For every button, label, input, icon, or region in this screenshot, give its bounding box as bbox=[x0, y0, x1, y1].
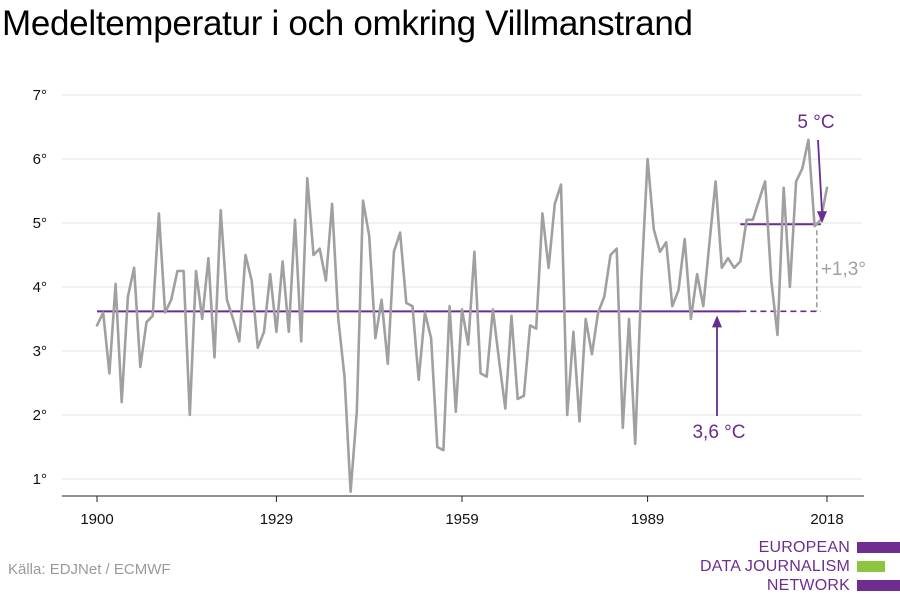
logo-bar-purple bbox=[857, 542, 900, 553]
baseline-mean-label: 3,6 °C bbox=[692, 422, 745, 443]
y-tick-label: 7° bbox=[33, 87, 47, 104]
difference-label: +1,3° bbox=[821, 259, 866, 280]
y-tick-label: 5° bbox=[33, 215, 47, 232]
recent-mean-arrow bbox=[817, 139, 823, 213]
recent-mean-label: 5 °C bbox=[797, 112, 834, 133]
x-tick-label: 1989 bbox=[631, 511, 664, 528]
x-tick-label: 1900 bbox=[80, 511, 113, 528]
x-axis bbox=[62, 495, 864, 502]
y-tick-label: 6° bbox=[33, 151, 47, 168]
x-tick-label: 2018 bbox=[810, 511, 843, 528]
logo-text-line: EUROPEAN bbox=[758, 539, 850, 556]
logo-text-line: NETWORK bbox=[766, 577, 850, 594]
logo-bar-purple bbox=[857, 580, 900, 591]
source-note: Källa: EDJNet / ECMWF bbox=[8, 561, 171, 578]
series-layer bbox=[95, 138, 829, 494]
y-tick-label: 2° bbox=[33, 407, 47, 424]
x-tick-label: 1959 bbox=[445, 511, 478, 528]
tick-labels: 7° 6° 5° 4° 3° 2° 1° 1900 1929 1959 1989 2018 bbox=[33, 87, 844, 528]
logo-text-line: DATA JOURNALISM bbox=[700, 558, 850, 575]
chart-title: Medeltemperatur i och omkring Villmanstr… bbox=[2, 4, 693, 43]
y-tick-label: 1° bbox=[33, 471, 47, 488]
edjnet-logo: EUROPEAN DATA JOURNALISM NETWORK bbox=[700, 538, 900, 598]
logo-bar-green bbox=[857, 561, 885, 572]
y-tick-label: 3° bbox=[33, 343, 47, 360]
y-tick-label: 4° bbox=[33, 279, 47, 296]
x-tick-label: 1929 bbox=[260, 511, 293, 528]
annotations: +1,3° 5 °C 3,6 °C bbox=[692, 112, 865, 443]
recent-mean-arrowhead bbox=[817, 211, 827, 224]
baseline-mean-arrowhead bbox=[712, 315, 722, 328]
temperature-series-line bbox=[95, 138, 829, 494]
